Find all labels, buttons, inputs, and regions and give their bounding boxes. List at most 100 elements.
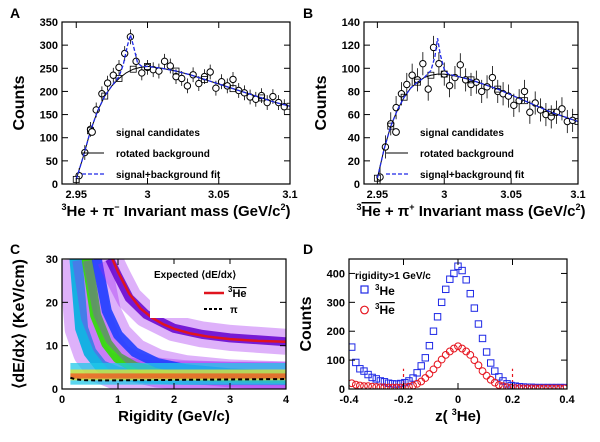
- legend-text: He: [232, 288, 246, 300]
- point-he3: [356, 365, 364, 373]
- point-he3bar: [392, 383, 401, 389]
- point-he3bar: [478, 367, 487, 375]
- panel-A: A2.95 3 3.05 3.1050100150200250300350Counts…: [10, 5, 298, 220]
- point-he3: [458, 266, 466, 275]
- point-he3: [409, 374, 417, 382]
- point-he3: [437, 298, 446, 307]
- x-label-part: ): [580, 203, 585, 220]
- line-fit: [376, 38, 578, 179]
- legend-marker-he3bar: [360, 305, 369, 315]
- x-tick-label: 2.95: [66, 189, 87, 201]
- point-he3: [421, 354, 430, 362]
- y-tick-label: 0: [354, 179, 360, 191]
- point-signal: [195, 79, 203, 88]
- point-signal: [212, 84, 220, 92]
- box-background: [427, 71, 435, 79]
- legend-label-he3: 3He: [375, 283, 395, 298]
- x-tick-label: 0: [455, 394, 461, 406]
- point-he3bar: [466, 351, 475, 359]
- curve-pion: [70, 376, 286, 382]
- panel-label: C: [10, 241, 20, 257]
- point-he3: [401, 378, 409, 387]
- y-tick-label: 100: [342, 63, 360, 75]
- point-he3bar: [450, 344, 458, 353]
- x-label-part: He: [362, 203, 381, 220]
- box-background: [547, 108, 555, 116]
- point-he3: [495, 373, 503, 381]
- point-he3bar: [425, 370, 434, 378]
- y-tick-label: 20: [46, 297, 58, 309]
- legend-label: signal candidates: [116, 128, 200, 139]
- x-tick-label: 4: [283, 394, 290, 406]
- point-he3: [372, 375, 380, 383]
- x-axis-label: 3He + π− Invariant mass (GeV/c2): [62, 202, 291, 220]
- y-axis-label: ⟨dE/dx⟩ (KeV/cm): [11, 259, 28, 389]
- legend-text: He: [379, 284, 395, 298]
- point-signal: [103, 79, 112, 87]
- legend-label: rotated background: [420, 149, 514, 160]
- y-tick-label: 250: [40, 63, 58, 75]
- point-he3bar: [400, 383, 409, 389]
- point-signal: [178, 74, 186, 83]
- x-tick-label: -0.4: [340, 394, 360, 406]
- point-signal: [115, 63, 123, 72]
- point-signal: [526, 108, 534, 116]
- point-signal: [183, 82, 192, 90]
- y-axis-label: Counts: [298, 296, 315, 351]
- point-he3: [462, 276, 470, 284]
- point-he3: [349, 343, 356, 351]
- box-background: [129, 65, 137, 73]
- point-he3: [474, 320, 483, 328]
- legend-marker-signal: [88, 128, 96, 136]
- point-he3bar: [364, 382, 372, 389]
- x-label-part: He): [457, 408, 481, 425]
- point-he3: [368, 373, 376, 382]
- point-he3: [413, 369, 421, 377]
- point-he3bar: [494, 381, 503, 389]
- point-he3: [425, 341, 434, 350]
- y-tick-label: 140: [342, 17, 360, 29]
- point-he3: [478, 334, 487, 343]
- point-he3: [417, 362, 425, 370]
- point-he3bar: [368, 382, 377, 389]
- x-label-sup: 3: [452, 407, 457, 417]
- plot-area: [373, 35, 578, 184]
- x-label-part: z(: [435, 408, 452, 425]
- mip-band-peak: [70, 373, 286, 379]
- legend-sup: 3: [375, 302, 380, 311]
- plot-area: [349, 262, 567, 389]
- legend-marker-signal: [392, 128, 400, 136]
- point-he3: [466, 289, 474, 298]
- curve-he3bar: [111, 259, 286, 344]
- panel-B: B2.95 3 3.05 3.1020406080100120140Counts3He…: [303, 5, 586, 220]
- x-tick-label: 3: [227, 394, 233, 406]
- y-tick-label: 10: [46, 341, 58, 353]
- x-tick-label: 2.95: [367, 189, 388, 201]
- legend: signal candidates rotated background signa…: [386, 128, 525, 181]
- point-he3: [380, 378, 389, 386]
- x-tick-label: 0: [59, 394, 65, 406]
- point-signal: [408, 71, 416, 79]
- box-background: [229, 85, 237, 93]
- y-tick-label: 200: [40, 86, 58, 98]
- point-he3bar: [351, 380, 360, 389]
- x-label-sup: −: [114, 202, 119, 212]
- point-he3bar: [372, 383, 381, 389]
- point-he3bar: [405, 382, 413, 389]
- x-label-sup: +: [409, 202, 414, 212]
- point-he3: [450, 269, 458, 278]
- point-he3: [429, 327, 438, 335]
- point-signal: [510, 101, 518, 110]
- x-label-part: + π: [381, 203, 410, 220]
- panel-C: C 0 1 2 3 4 0 10 20 30 ⟨dE/dx⟩ (KeV/cm) Rigidity (G…: [10, 241, 290, 425]
- x-label-part: Invariant mass (GeV/c: [120, 203, 281, 220]
- point-he3bar: [360, 382, 368, 389]
- y-tick-label: 200: [327, 326, 345, 338]
- point-he3bar: [507, 383, 516, 389]
- point-he3: [470, 304, 479, 312]
- y-tick-label: 400: [327, 268, 345, 280]
- point-he3bar: [437, 355, 446, 364]
- x-tick-label: 3: [144, 189, 150, 201]
- point-signal: [424, 85, 432, 93]
